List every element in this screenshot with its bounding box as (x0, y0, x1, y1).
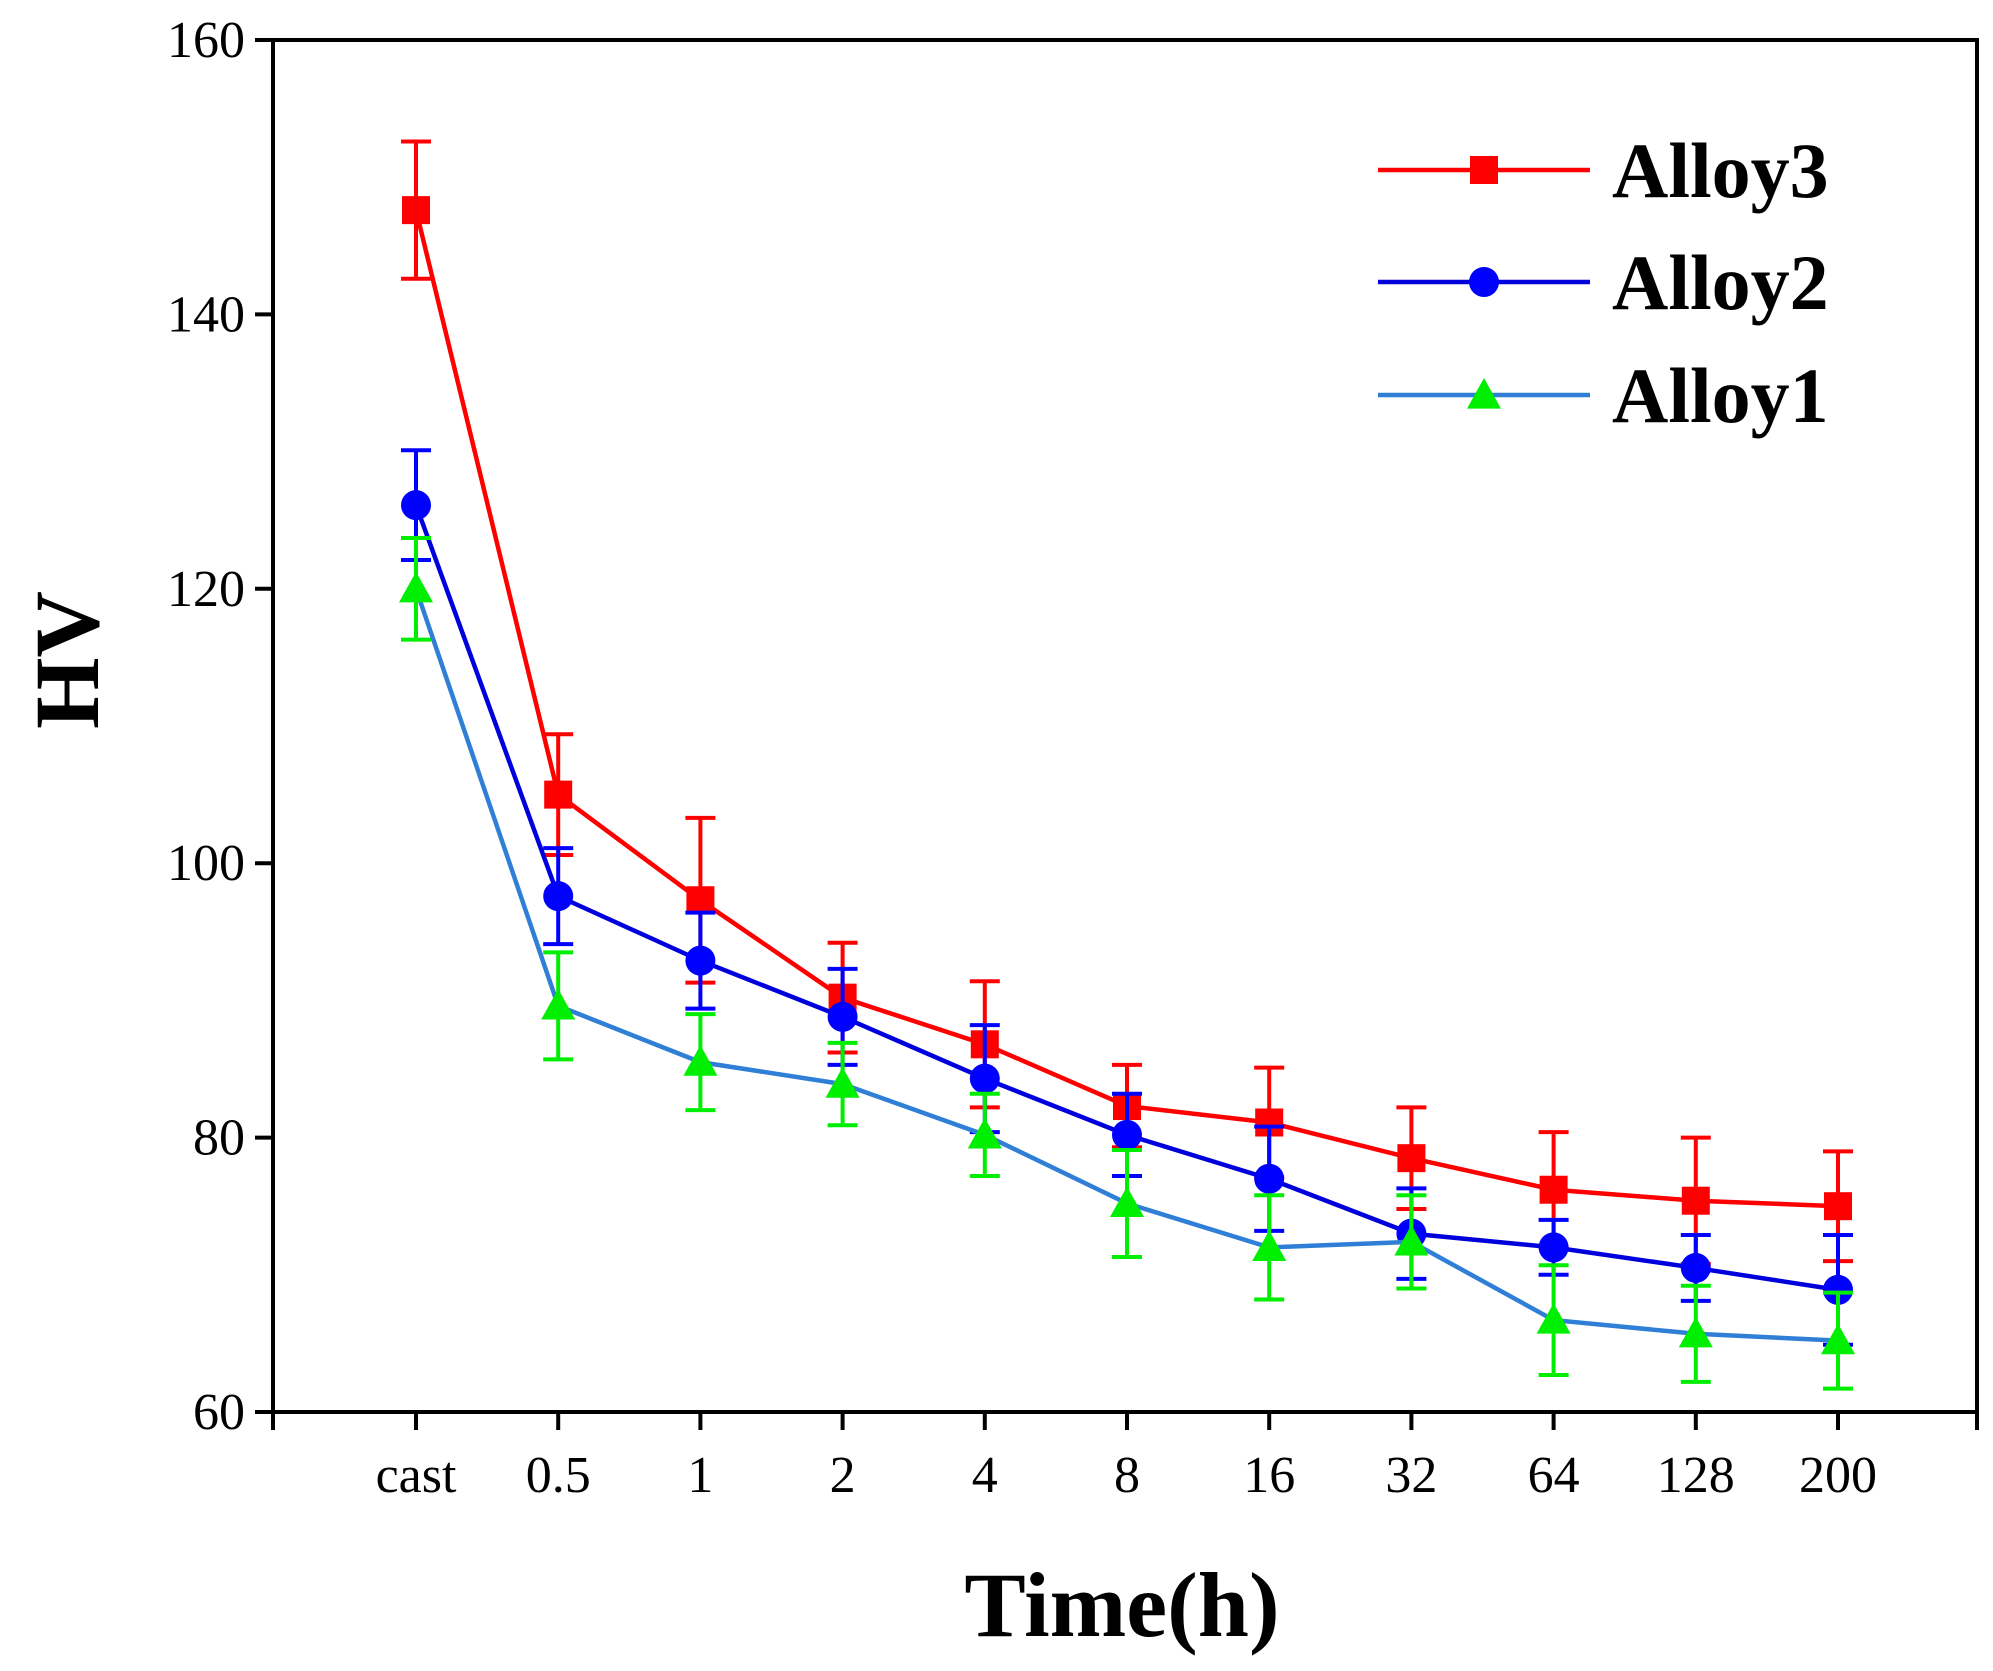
data-point-circle (969, 1063, 1000, 1094)
data-point-triangle (1110, 1186, 1144, 1218)
x-axis-title: Time(h) (964, 1554, 1279, 1656)
data-point-square (1470, 156, 1498, 184)
x-tick-label: 64 (1528, 1447, 1580, 1504)
data-point-triangle (683, 1045, 718, 1076)
y-tick-label: 80 (193, 1110, 245, 1167)
data-point-triangle (1678, 1316, 1713, 1348)
data-point-triangle (967, 1117, 1002, 1149)
data-point-circle (1680, 1252, 1711, 1283)
data-point-circle (543, 881, 574, 912)
data-point-square (1397, 1144, 1426, 1173)
data-point-triangle (1821, 1323, 1855, 1355)
x-tick-label: 4 (972, 1447, 998, 1504)
data-point-square (1681, 1186, 1710, 1215)
legend-item-alloy3: Alloy3 (1378, 127, 1829, 214)
data-point-circle (1254, 1163, 1285, 1194)
legend-item-alloy2: Alloy2 (1378, 239, 1829, 326)
x-tick-label: cast (376, 1447, 457, 1504)
x-tick-label: 2 (830, 1447, 856, 1504)
legend-label: Alloy1 (1612, 352, 1829, 439)
axes-layer: 60 80 100 120 140 160 cast 0.5 1 2 4 8 16 32 64 128 200 (167, 12, 1979, 1504)
series-layer (399, 139, 1855, 1391)
legend-label: Alloy3 (1612, 127, 1829, 214)
series-alloy1 (399, 536, 1855, 1391)
data-point-circle (1469, 267, 1499, 297)
data-point-circle (827, 1001, 858, 1032)
data-point-square (1539, 1175, 1568, 1204)
y-tick-label: 60 (193, 1384, 245, 1441)
legend-item-alloy1: Alloy1 (1378, 352, 1829, 439)
data-point-triangle (1394, 1224, 1429, 1256)
x-tick-label: 0.5 (526, 1447, 591, 1504)
data-point-square (1824, 1192, 1852, 1221)
data-point-triangle (1252, 1230, 1287, 1261)
data-point-circle (1538, 1232, 1569, 1263)
y-tick-label: 100 (167, 835, 245, 892)
x-tick-label: 1 (687, 1447, 713, 1504)
data-point-triangle (1536, 1303, 1571, 1334)
data-point-triangle (399, 571, 433, 603)
legend-label: Alloy2 (1612, 239, 1829, 326)
y-tick-label: 160 (167, 12, 245, 69)
x-tick-label: 200 (1799, 1447, 1877, 1504)
data-point-triangle (541, 988, 576, 1020)
data-point-triangle (1467, 378, 1501, 409)
data-point-square (544, 780, 573, 809)
data-point-triangle (825, 1067, 860, 1098)
data-point-circle (1112, 1119, 1142, 1150)
data-point-circle (1823, 1274, 1853, 1305)
x-tick-label: 128 (1657, 1447, 1735, 1504)
y-tick-label: 120 (167, 561, 245, 618)
x-tick-label: 8 (1114, 1447, 1140, 1504)
y-tick-label: 140 (167, 286, 245, 343)
x-tick-label: 16 (1243, 1447, 1295, 1504)
y-axis-title: HV (16, 591, 118, 729)
data-point-circle (685, 945, 716, 976)
data-point-square (686, 886, 715, 915)
x-tick-label: 32 (1385, 1447, 1437, 1504)
data-point-circle (401, 490, 431, 521)
data-point-square (402, 196, 430, 225)
legend: Alloy3 Alloy2 Alloy1 (1378, 127, 1829, 439)
